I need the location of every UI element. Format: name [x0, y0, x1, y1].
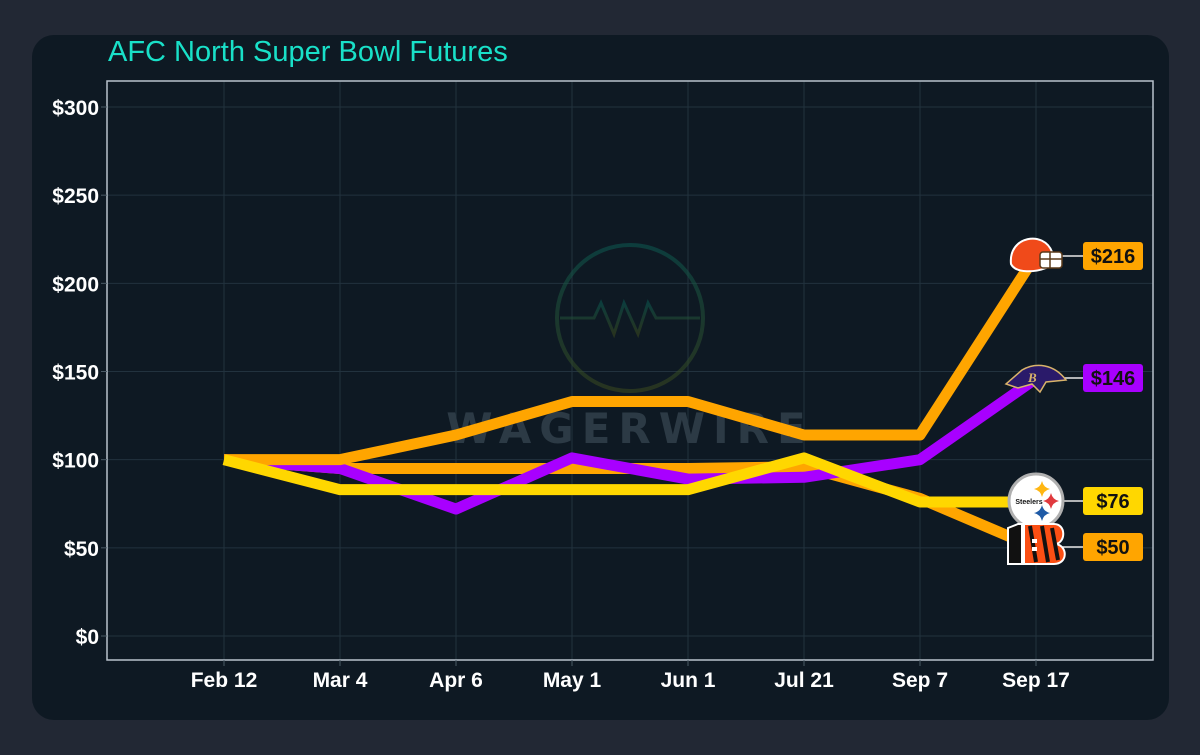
- bengals-logo-icon: [1007, 523, 1066, 565]
- end-marker-bengals-logo: $50: [1007, 523, 1143, 565]
- chart-card: [32, 35, 1169, 720]
- svg-text:Steelers: Steelers: [1015, 499, 1042, 506]
- x-tick-label: Apr 6: [429, 669, 483, 692]
- plot-frame: [106, 80, 1154, 661]
- y-tick-label: $100: [52, 450, 99, 473]
- watermark-text: WAGERWIRE: [446, 404, 813, 453]
- x-tick-label: Sep 7: [892, 669, 948, 692]
- value-label-bg: [1083, 487, 1143, 515]
- steelers-logo-icon: Steelers: [1007, 472, 1065, 530]
- value-label-bg: [1083, 242, 1143, 270]
- watermark-logo: [555, 243, 705, 393]
- y-tick-label: $300: [52, 97, 99, 120]
- grid-lines: [107, 81, 1153, 660]
- end-marker-browns-helmet: $216: [1009, 237, 1143, 273]
- x-tick-label: Sep 17: [1002, 669, 1070, 692]
- y-tick-label: $50: [64, 538, 99, 561]
- chart-title: AFC North Super Bowl Futures: [108, 36, 508, 68]
- x-tick-label: Mar 4: [313, 669, 368, 692]
- series-line-baltimore-ravens: [223, 374, 1040, 515]
- end-marker-steelers-logo: Steelers $76: [1007, 472, 1143, 530]
- value-label: $216: [1091, 246, 1136, 268]
- value-label: $76: [1096, 491, 1129, 513]
- y-axis: $0 $50 $100 $150 $200 $250 $300: [52, 97, 107, 649]
- y-tick-label: $0: [76, 626, 99, 649]
- value-label-bg: [1083, 533, 1143, 561]
- value-label: $50: [1096, 537, 1129, 559]
- watermark-wave-icon: [560, 298, 700, 339]
- y-tick-label: $200: [52, 273, 99, 296]
- x-tick-label: May 1: [543, 669, 602, 692]
- value-label: $146: [1091, 368, 1136, 390]
- x-tick-label: Jun 1: [661, 669, 716, 692]
- end-marker-ravens-logo: B $146: [1004, 364, 1143, 394]
- y-tick-label: $150: [52, 362, 99, 385]
- y-tick-label: $250: [52, 185, 99, 208]
- series-line-cleveland-browns: [224, 252, 1041, 466]
- svg-text:B: B: [1027, 370, 1037, 385]
- ravens-logo-icon: B: [1004, 364, 1068, 394]
- series-lines: [222, 252, 1041, 553]
- browns-helmet-icon: [1009, 237, 1063, 273]
- x-axis: Feb 12 Mar 4 Apr 6 May 1 Jun 1 Jul 21 Sep 7 Sep…: [191, 660, 1070, 692]
- x-tick-label: Feb 12: [191, 669, 258, 692]
- series-end-markers: $216 B $146 Steelers $76 $50: [1004, 237, 1143, 565]
- watermark-circle-icon: [555, 243, 705, 393]
- value-label-bg: [1083, 364, 1143, 392]
- series-line-pittsburgh-steelers: [222, 452, 1036, 508]
- x-tick-label: Jul 21: [774, 669, 834, 692]
